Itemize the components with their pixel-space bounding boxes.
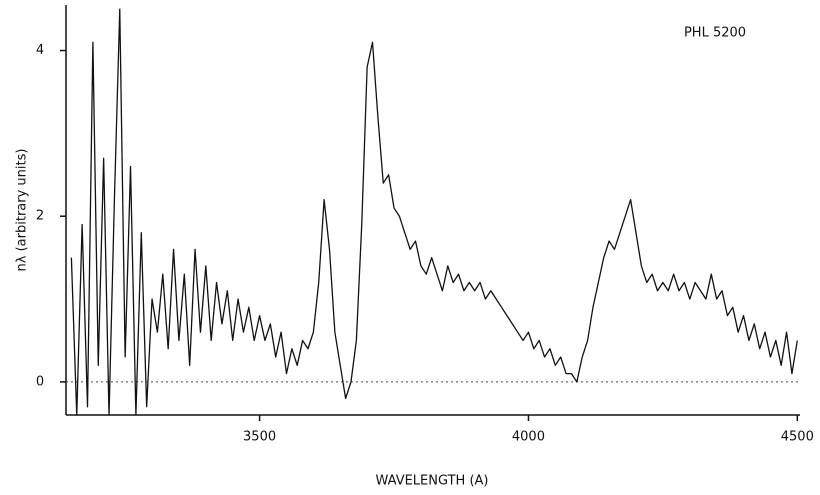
- annotation: PHL 5200: [684, 26, 746, 41]
- x-tick-label: 4500: [781, 430, 814, 445]
- y-tick-label: 0: [36, 374, 44, 389]
- y-axis-label: nλ (arbitrary units): [15, 149, 30, 272]
- x-tick-label: 4000: [512, 430, 545, 445]
- spectrum-line: [70, 8, 798, 416]
- x-tick-label: 3500: [243, 430, 276, 445]
- y-tick-label: 4: [36, 43, 44, 58]
- y-tick-label: 2: [36, 209, 44, 224]
- x-axis-label: WAVELENGTH (A): [376, 474, 489, 489]
